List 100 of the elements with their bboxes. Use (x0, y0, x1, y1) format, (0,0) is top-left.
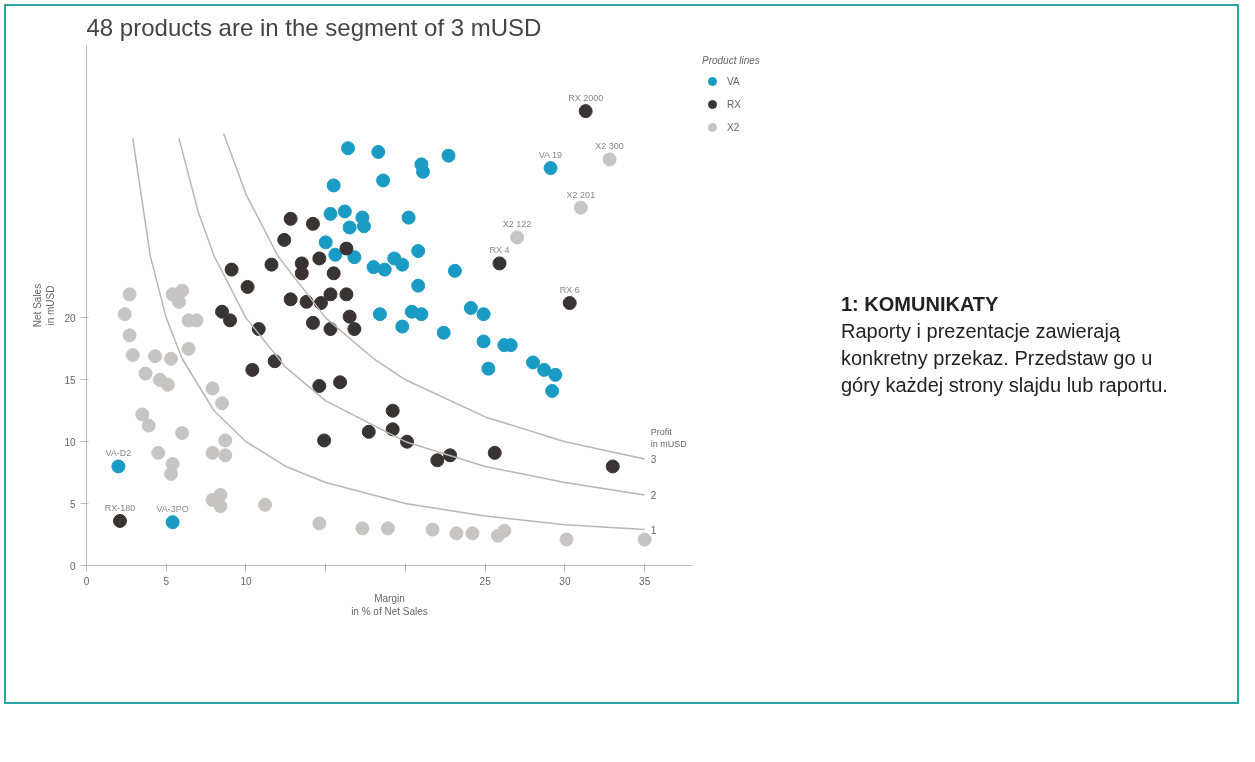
point (223, 313, 238, 328)
point (510, 230, 525, 245)
point (164, 466, 179, 481)
point (376, 173, 391, 188)
point (385, 403, 400, 418)
point (122, 287, 137, 302)
point (441, 148, 456, 163)
point (337, 204, 352, 219)
point (447, 263, 462, 278)
point (323, 206, 338, 221)
point (258, 497, 273, 512)
point (312, 378, 327, 393)
point (342, 309, 357, 324)
point (602, 152, 617, 167)
point (356, 219, 371, 234)
point (543, 161, 558, 176)
x-tick-label: 10 (240, 575, 252, 587)
point (347, 250, 362, 265)
point (449, 526, 464, 541)
y-tick-label: 0 (69, 560, 76, 572)
point (341, 141, 356, 156)
point (395, 319, 410, 334)
point (347, 322, 362, 337)
point (578, 104, 593, 119)
point (323, 322, 338, 337)
annotation: VA 19 (538, 150, 562, 161)
point (125, 348, 140, 363)
point (283, 292, 298, 307)
point (326, 266, 341, 281)
annotation: X2 300 (595, 141, 624, 152)
point (135, 407, 150, 422)
point (318, 235, 333, 250)
point (264, 257, 279, 272)
point (317, 433, 332, 448)
point (148, 349, 163, 364)
annotation: RX-180 (104, 502, 136, 513)
x-tick-label: 5 (163, 575, 170, 587)
x-tick-label: 0 (83, 575, 90, 587)
point (112, 513, 127, 528)
text: Raporty i prezentacje zawierają konkretny przekaz. Przedstaw go u góry każdej strony slajdu lub raportu. (841, 319, 1169, 398)
point (160, 377, 175, 392)
point (487, 445, 502, 460)
annotation: RX 2000 (568, 93, 604, 104)
point (559, 532, 574, 547)
point (492, 256, 507, 271)
point (240, 279, 255, 294)
point (218, 433, 233, 448)
point (414, 307, 429, 322)
point (637, 532, 652, 547)
annotation: RX 6 (559, 285, 580, 296)
point (305, 315, 320, 330)
point (224, 262, 239, 277)
point (573, 200, 588, 215)
point (605, 459, 620, 474)
line-series (178, 137, 646, 496)
point (371, 144, 386, 159)
point (333, 375, 348, 390)
point (323, 287, 338, 302)
annotation: X2 122 (502, 219, 532, 230)
point (299, 294, 314, 309)
point (312, 251, 327, 266)
x-axis-title: Margin in % of Net Sales (351, 592, 428, 617)
point (117, 307, 132, 322)
point (385, 422, 400, 437)
point (277, 232, 292, 247)
point (361, 424, 376, 439)
point (328, 247, 343, 262)
point (395, 257, 410, 272)
point (411, 278, 426, 293)
point (138, 366, 153, 381)
y2-axis-title: Profit in mUSD (650, 427, 688, 450)
point (465, 526, 480, 541)
legend-title: Product lines (702, 55, 760, 66)
x-tick-label: 30 (559, 575, 571, 587)
point (436, 325, 451, 340)
point (562, 296, 577, 311)
point (548, 367, 563, 382)
series-label: 2 (650, 489, 657, 501)
chart-title: 48 products are in the segment of 3 mUSD (86, 13, 542, 41)
y-tick-label: 15 (64, 374, 76, 386)
point (164, 351, 179, 366)
point (175, 283, 190, 298)
point (339, 287, 354, 302)
point (401, 210, 416, 225)
point (215, 396, 230, 411)
point (537, 362, 552, 377)
point (545, 383, 560, 398)
point (218, 448, 233, 463)
point (283, 211, 298, 226)
y-tick-label: 5 (69, 498, 76, 510)
y-axis-title: Net Sales in mUSD (32, 283, 57, 328)
series-label: 1 (650, 524, 657, 536)
point (430, 453, 445, 468)
point (245, 362, 260, 377)
point (141, 418, 156, 433)
y-tick-label: 10 (64, 436, 76, 448)
annotation: VA-3PO (156, 504, 189, 515)
point (342, 220, 357, 235)
point (380, 521, 395, 536)
point (366, 260, 381, 275)
